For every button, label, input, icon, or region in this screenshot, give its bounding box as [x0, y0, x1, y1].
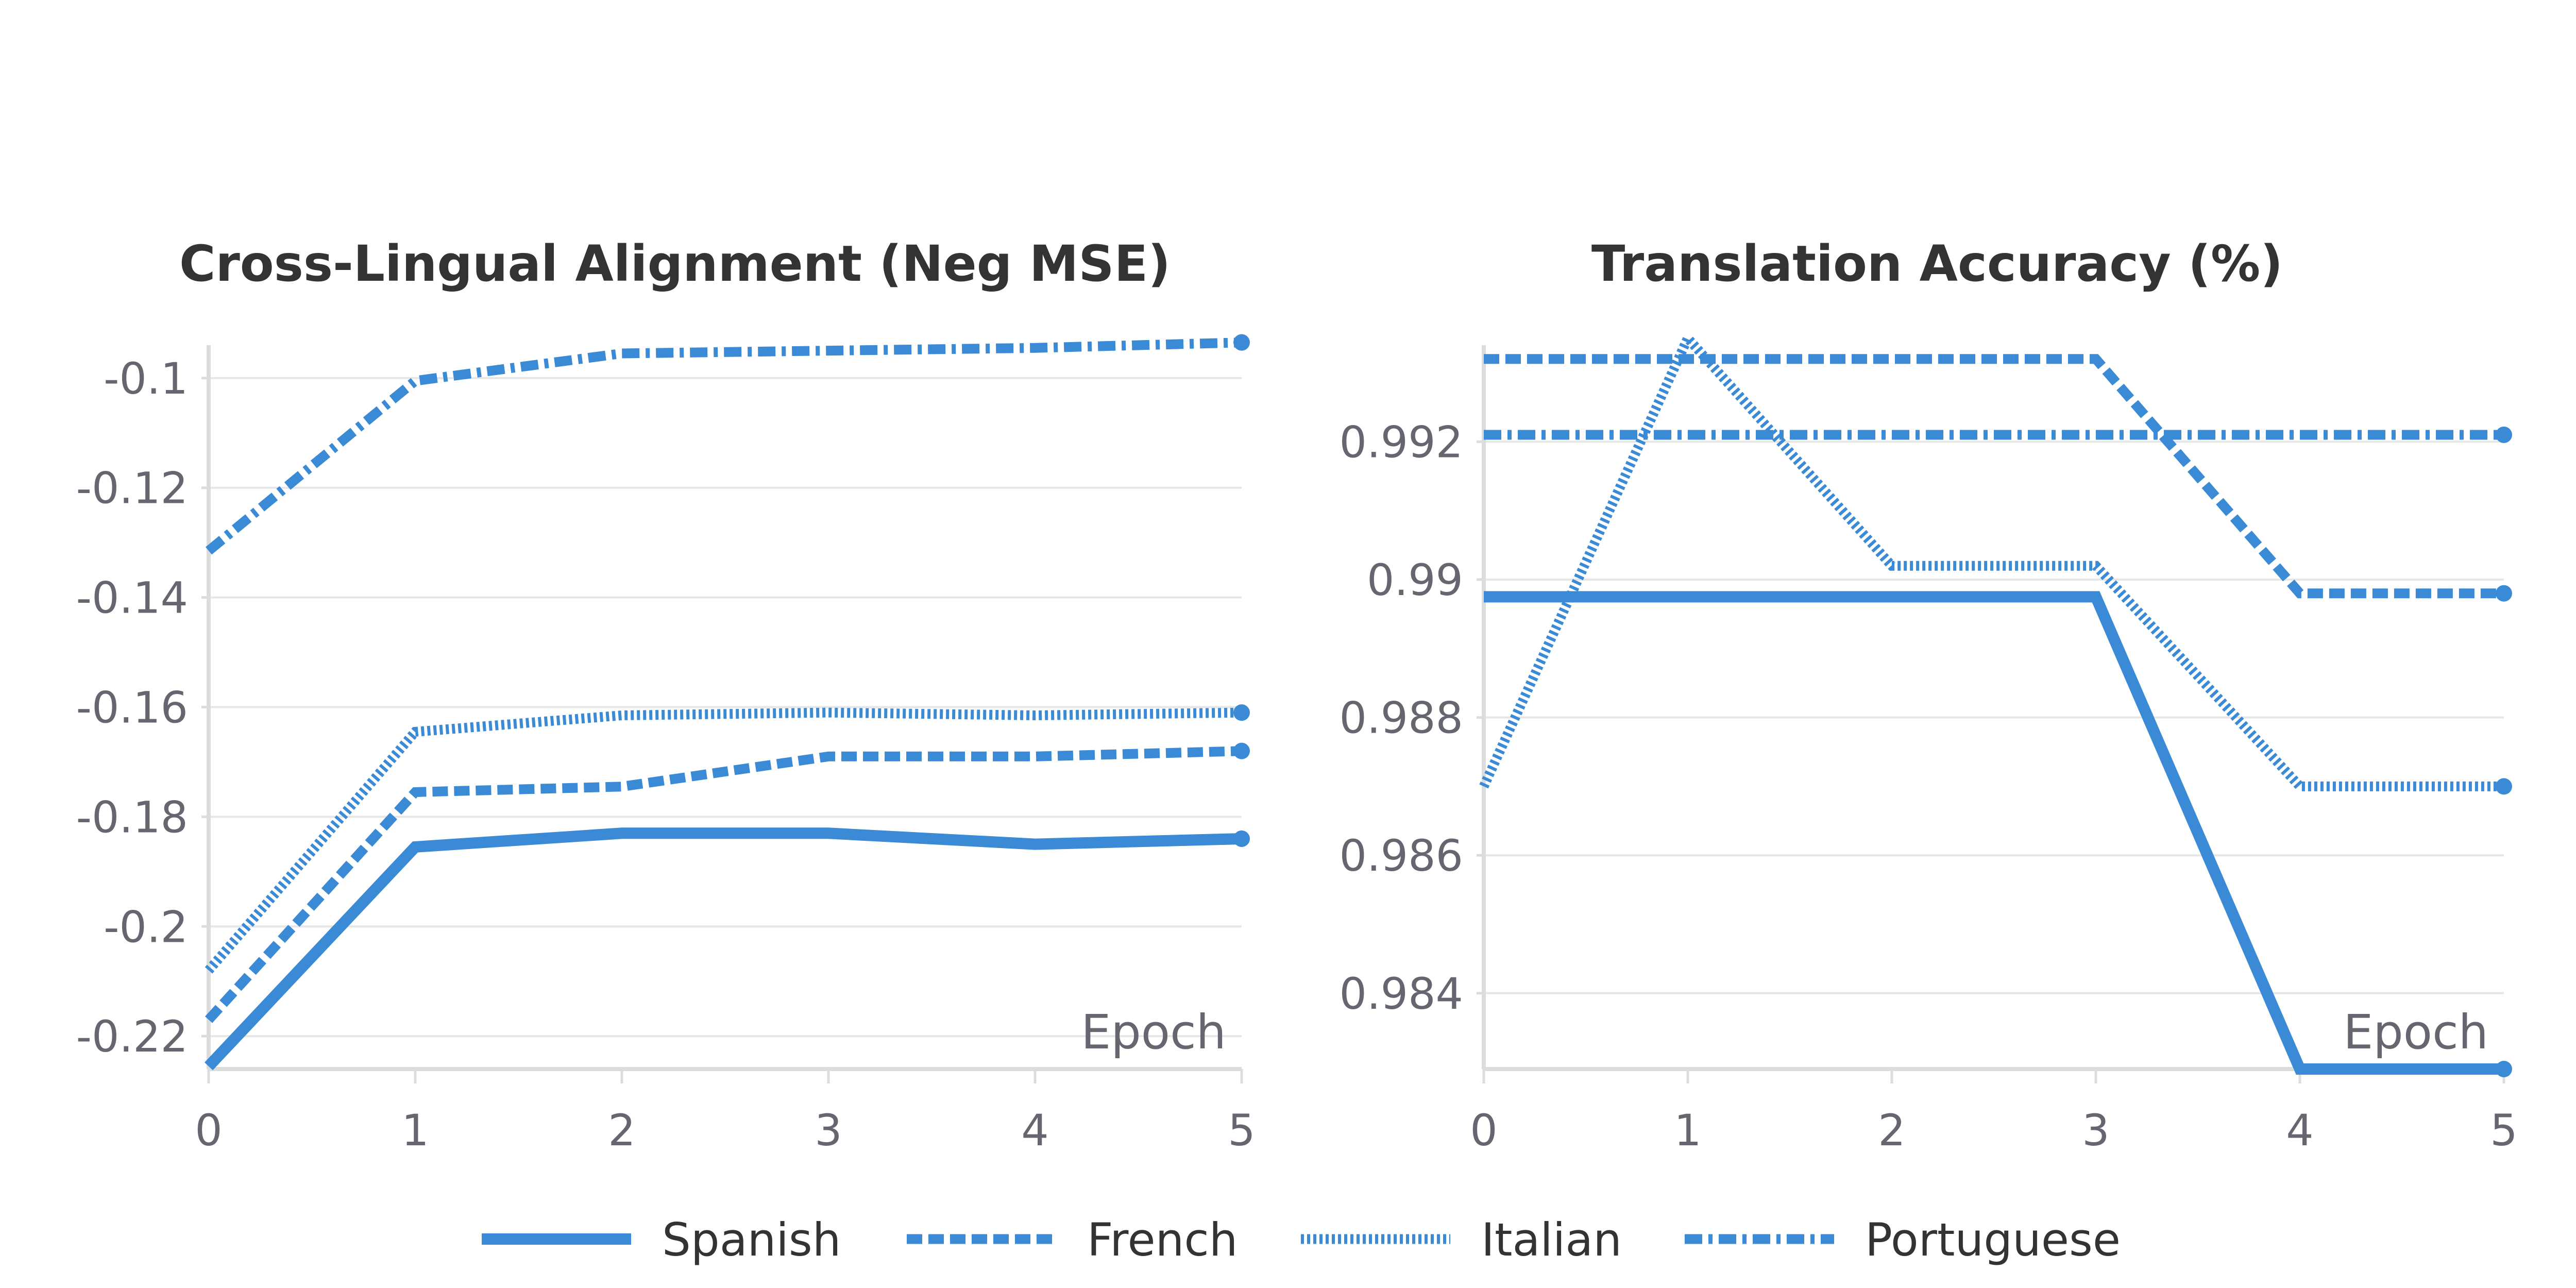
c0-y-tick-label: -0.12: [76, 463, 188, 514]
c1-x-tick-label: 0: [1470, 1105, 1497, 1156]
c1-series-spanish: [1484, 591, 2504, 1075]
c1-y-tick-label: 0.986: [1340, 831, 1463, 881]
c0-series-french: [205, 746, 1242, 1023]
c1-x-tick-label: 5: [2490, 1105, 2517, 1156]
c0-y-tick-label: -0.2: [104, 902, 188, 952]
c0-series-portuguese: [205, 337, 1242, 555]
legend-label-italian: Italian: [1481, 1213, 1622, 1266]
c0-x-tick-label: 2: [608, 1105, 635, 1156]
c0-x-axis-label: Epoch: [1081, 1005, 1226, 1060]
c1-y-tick-label: 0.984: [1340, 969, 1463, 1019]
c1-series-italian: [1479, 329, 2504, 791]
c1-y-tick-label: 0.99: [1367, 555, 1463, 605]
c1-series-spanish-end-point: [2496, 1061, 2512, 1077]
c1-series-french: [1484, 354, 2504, 599]
c0-y-tick-label: -0.18: [76, 792, 188, 842]
chart-alignment: Cross-Lingual Alignment (Neg MSE)-0.22-0…: [76, 235, 1256, 1156]
c1-x-tick-label: 4: [2286, 1105, 2313, 1156]
c1-x-axis-label: Epoch: [2343, 1005, 2488, 1060]
c0-series-italian: [205, 707, 1242, 974]
c1-x-tick-label: 3: [2082, 1105, 2109, 1156]
c0-x-tick-label: 3: [815, 1105, 842, 1156]
legend-label-portuguese: Portuguese: [1865, 1213, 2121, 1266]
c0-series-spanish-end-point: [1233, 830, 1250, 847]
c1-y-tick-label: 0.988: [1340, 693, 1463, 743]
c0-y-tick-label: -0.1: [104, 353, 188, 404]
c1-series-italian-end-point: [2496, 778, 2512, 795]
legend-label-french: French: [1087, 1213, 1238, 1266]
c1-x-tick-label: 1: [1674, 1105, 1701, 1156]
c0-series-french-end-point: [1233, 742, 1250, 759]
c0-series-italian-end-point: [1233, 704, 1250, 721]
c0-series-portuguese-end-point: [1233, 334, 1250, 351]
legend-label-spanish: Spanish: [662, 1213, 841, 1266]
chart-translation-accuracy: Translation Accuracy (%) 0.984 0.986 0.988 0…: [1340, 235, 2518, 1156]
c1-y-tick-label: 0.992: [1340, 417, 1463, 467]
c0-title: Cross-Lingual Alignment (Neg MSE): [179, 235, 1171, 293]
c1-x-tick-label: 2: [1878, 1105, 1905, 1156]
c0-y-tick-label: -0.14: [76, 573, 188, 623]
c0-x-tick-label: 1: [401, 1105, 429, 1156]
c1-title: Translation Accuracy (%): [1591, 235, 2283, 293]
c0-series-spanish: [204, 827, 1242, 1071]
c0-x-tick-label: 5: [1228, 1105, 1255, 1156]
c0-y-tick-label: -0.16: [76, 683, 188, 733]
legend: Spanish French Italian Portuguese: [482, 1213, 2121, 1266]
c0-x-tick-label: 0: [195, 1105, 222, 1156]
c0-y-tick-label: -0.22: [76, 1011, 188, 1062]
c1-series-portuguese-end-point: [2496, 426, 2512, 443]
c0-x-tick-label: 4: [1021, 1105, 1048, 1156]
c1-series-french-end-point: [2496, 585, 2512, 602]
